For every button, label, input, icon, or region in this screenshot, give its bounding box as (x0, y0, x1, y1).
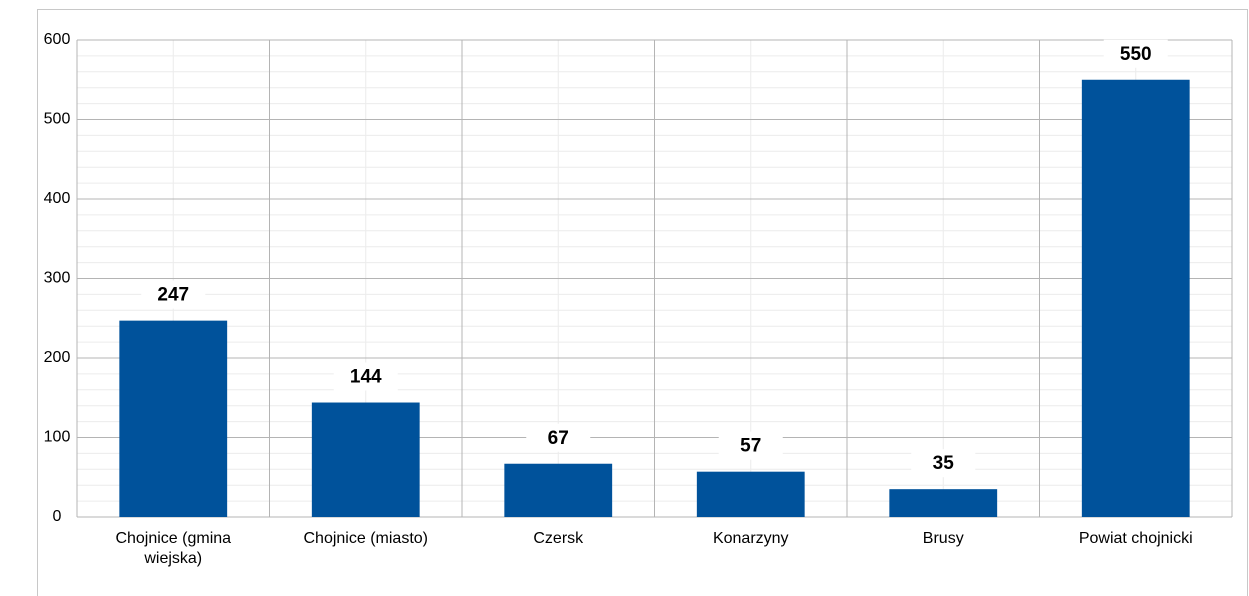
x-tick-label: Konarzyny (713, 530, 789, 547)
x-tick-label: Czersk (533, 530, 584, 547)
data-label-background (141, 280, 206, 309)
bar (1081, 79, 1190, 517)
data-label-background (718, 431, 783, 460)
x-tick-label: Powiat chojnicki (1079, 530, 1193, 547)
data-label: 144 (350, 367, 382, 388)
y-tick-label: 100 (44, 429, 71, 446)
y-tick-label: 600 (44, 31, 71, 48)
chart-frame (37, 9, 1248, 596)
bar (119, 320, 228, 517)
y-tick-label: 200 (44, 349, 71, 366)
bar (311, 402, 420, 517)
data-label-background (333, 362, 398, 391)
y-tick-label: 300 (44, 270, 71, 287)
bar (696, 471, 805, 517)
bar (889, 489, 998, 517)
y-tick-label: 400 (44, 190, 71, 207)
data-label: 57 (740, 436, 761, 457)
data-label-background (1103, 39, 1168, 68)
y-tick-label: 0 (53, 508, 62, 525)
data-label: 247 (157, 285, 189, 306)
x-tick-label: Chojnice (miasto) (304, 530, 428, 547)
data-label: 550 (1120, 44, 1152, 65)
data-label-background (526, 423, 591, 452)
data-label: 67 (548, 428, 569, 449)
data-label-background (911, 449, 976, 478)
bar (504, 463, 613, 517)
data-label: 35 (933, 453, 955, 474)
y-tick-label: 500 (44, 111, 71, 128)
x-tick-label: Brusy (923, 530, 964, 547)
x-tick-label: Chojnice (gmina wiejska) (115, 530, 231, 567)
